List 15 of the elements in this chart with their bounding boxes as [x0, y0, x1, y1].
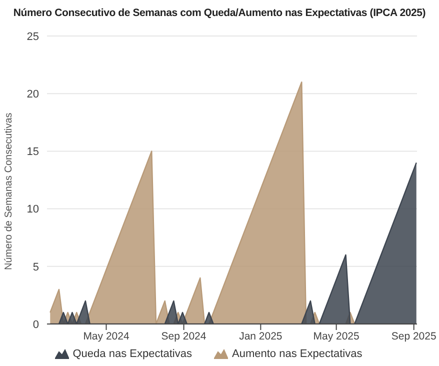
- x-tick-label: Jan 2025: [239, 330, 282, 342]
- y-tick-label: 25: [26, 30, 39, 43]
- legend-label: Queda nas Expectativas: [72, 348, 192, 360]
- legend-label: Aumento nas Expectativas: [232, 348, 362, 360]
- x-tick-label: Sep 2025: [391, 330, 436, 342]
- x-tick-label: May 2025: [313, 330, 360, 342]
- chart-title: Número Consecutivo de Semanas com Queda/Aumento nas Expectativas (IPCA 2025): [12, 6, 427, 21]
- y-tick-label: 20: [26, 88, 39, 101]
- y-tick-label: 15: [26, 146, 39, 158]
- y-axis-title: Número de Semanas Consecutivas: [4, 112, 15, 270]
- y-tick-label: 10: [26, 204, 39, 216]
- y-tick-label: 0: [32, 318, 39, 331]
- x-tick-label: Sep 2024: [161, 330, 206, 342]
- x-tick-label: May 2024: [83, 330, 130, 342]
- y-tick-label: 5: [32, 261, 39, 274]
